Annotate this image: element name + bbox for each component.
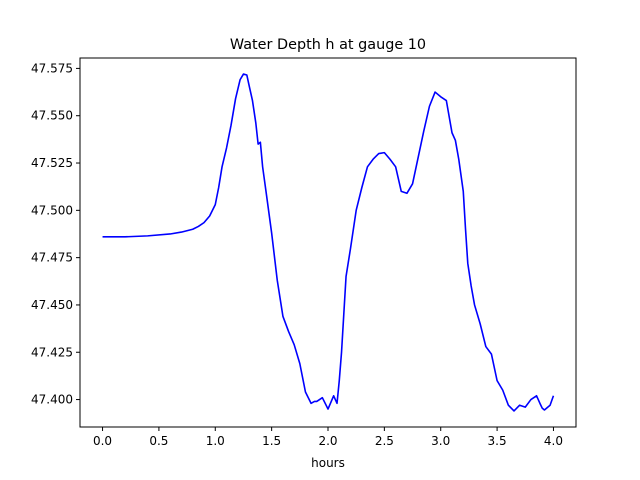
x-tick-label: 2.5 — [375, 434, 394, 448]
chart-title: Water Depth h at gauge 10 — [230, 37, 426, 53]
y-axis-ticks: 47.400 47.425 47.450 47.475 47.500 47.525 47.5… — [31, 61, 80, 407]
y-tick-label: 47.525 — [31, 156, 73, 170]
y-tick-label: 47.425 — [31, 345, 73, 359]
x-tick-label: 1.0 — [206, 434, 225, 448]
plot-area — [102, 73, 555, 412]
y-tick-label: 47.550 — [31, 109, 73, 123]
x-tick-label: 1.5 — [262, 434, 281, 448]
x-tick-label: 3.5 — [488, 434, 507, 448]
series-line-0 — [102, 73, 555, 412]
x-axis-label: hours — [311, 456, 345, 470]
x-axis-ticks: 0.0 0.5 1.0 1.5 2.0 2.5 3.0 3.5 4.0 — [93, 427, 563, 448]
x-tick-label: 2.0 — [318, 434, 337, 448]
y-tick-label: 47.575 — [31, 61, 73, 75]
plot-frame — [79, 57, 577, 428]
y-tick-label: 47.500 — [31, 203, 73, 217]
y-tick-label: 47.475 — [31, 251, 73, 265]
y-tick-label: 47.450 — [31, 298, 73, 312]
x-tick-label: 3.0 — [431, 434, 450, 448]
x-tick-label: 0.0 — [93, 434, 112, 448]
x-tick-label: 0.5 — [149, 434, 168, 448]
x-tick-label: 4.0 — [544, 434, 563, 448]
y-tick-label: 47.400 — [31, 393, 73, 407]
